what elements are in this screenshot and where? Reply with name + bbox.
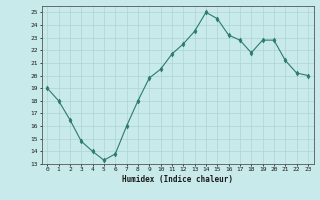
X-axis label: Humidex (Indice chaleur): Humidex (Indice chaleur) — [122, 175, 233, 184]
